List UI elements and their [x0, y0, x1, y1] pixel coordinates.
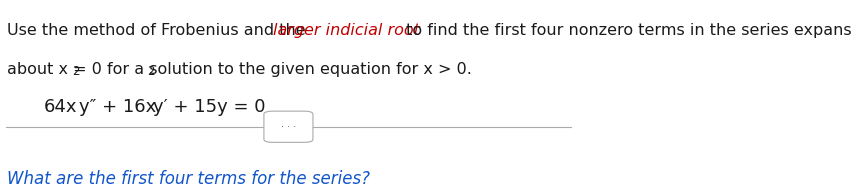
Text: 2: 2 [72, 65, 80, 78]
Text: 64x: 64x [43, 98, 77, 115]
Text: What are the first four terms for the series?: What are the first four terms for the se… [7, 170, 370, 188]
Text: · · ·: · · · [281, 122, 296, 132]
Text: about x = 0 for a solution to the given equation for x > 0.: about x = 0 for a solution to the given … [7, 62, 471, 77]
Text: Use the method of Frobenius and the: Use the method of Frobenius and the [7, 23, 311, 38]
Text: larger indicial root: larger indicial root [272, 23, 420, 38]
Text: y″ + 16x: y″ + 16x [79, 98, 157, 115]
FancyBboxPatch shape [264, 111, 313, 142]
Text: y′ + 15y = 0: y′ + 15y = 0 [153, 98, 266, 115]
Text: to find the first four nonzero terms in the series expansion: to find the first four nonzero terms in … [401, 23, 851, 38]
Text: 2: 2 [146, 65, 154, 78]
